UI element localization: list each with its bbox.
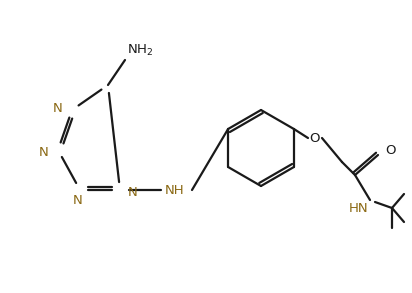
Text: N: N [53, 101, 63, 115]
Text: NH$_2$: NH$_2$ [127, 42, 153, 57]
Text: O: O [310, 132, 320, 144]
Text: NH: NH [165, 183, 185, 197]
Text: N: N [128, 187, 138, 200]
Text: N: N [73, 193, 83, 207]
Text: HN: HN [349, 202, 368, 214]
Text: N: N [39, 146, 49, 159]
Text: O: O [385, 144, 396, 156]
